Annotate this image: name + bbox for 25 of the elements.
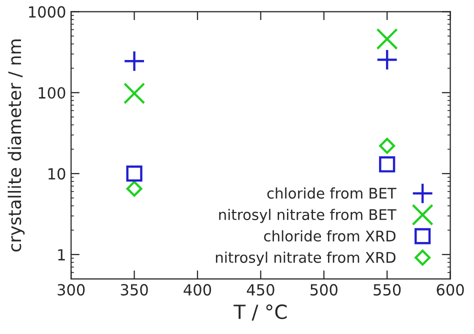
point (126, 180, 142, 197)
y-tick-label: 1000 (29, 6, 66, 18)
x-tick-label: 600 (436, 284, 464, 296)
y-tick-label: 10 (48, 168, 66, 180)
point (123, 50, 146, 72)
point (379, 138, 396, 154)
point (123, 82, 146, 104)
point (379, 156, 396, 172)
x-axis-title: T / °C (234, 304, 287, 321)
point (376, 28, 398, 50)
x-tick-label: 450 (246, 284, 274, 296)
point (376, 48, 398, 71)
legend-label: nitrosyl nitrate from BET (219, 208, 396, 223)
x-tick-label: 550 (374, 284, 401, 296)
x-tick-label: 300 (58, 284, 85, 296)
point (126, 166, 142, 182)
y-axis-title: crystallite diameter / nm (8, 40, 25, 252)
x-tick-label: 500 (310, 284, 338, 296)
y-tick-label: 1 (58, 249, 65, 260)
x-tick-label: 400 (184, 284, 212, 296)
y-tick-label: 100 (38, 87, 66, 99)
legend-label: chloride from BET (267, 187, 396, 199)
x-tick-label: 350 (120, 284, 148, 296)
legend-label: nitrosyl nitrate from XRD (216, 252, 396, 266)
legend-label: chloride from XRD (264, 230, 396, 242)
